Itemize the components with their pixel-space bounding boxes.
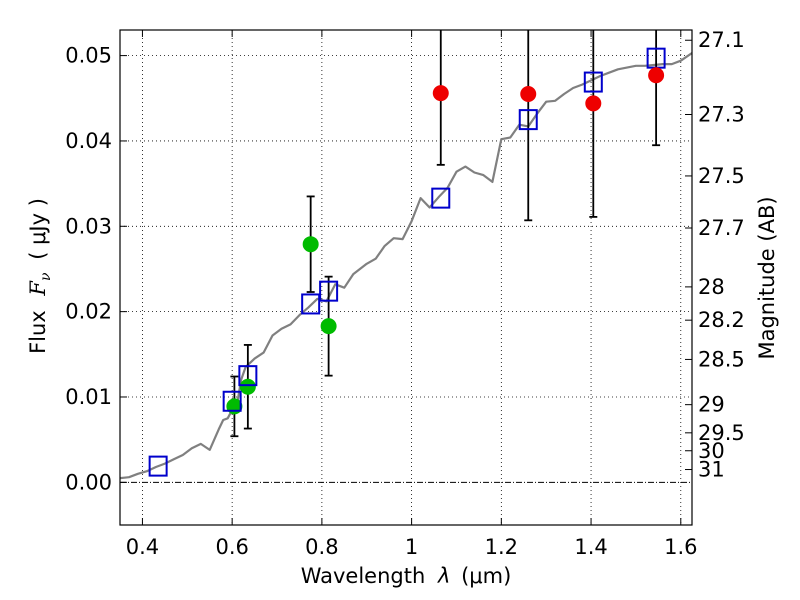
x-tick-label: 0.8 — [305, 535, 338, 559]
y-tick-label: 0.02 — [65, 300, 112, 324]
observed-nir-point — [585, 95, 602, 112]
x-tick-label: 0.6 — [215, 535, 248, 559]
x-tick-label: 1 — [405, 535, 418, 559]
observed-optical-point — [302, 236, 319, 253]
y-tick-label: 0.03 — [65, 214, 112, 238]
magnitude-tick-label: 30 — [698, 439, 725, 463]
magnitude-tick-label: 29.5 — [698, 421, 745, 445]
tick-labels: 0.4 0.6 0.8 1 1.2 1.4 1.6 0.00 0.01 0.02 0.03 0.04 0… — [65, 28, 745, 559]
magnitude-tick-label: 28.2 — [698, 308, 745, 332]
model-spectrum-line — [120, 52, 692, 480]
observed-optical-point — [239, 378, 256, 395]
grid-lines — [120, 30, 692, 525]
magnitude-tick-label: 29 — [698, 393, 725, 417]
model-photometry-square — [238, 365, 258, 387]
y-tick-label: 0.04 — [65, 129, 112, 153]
magnitude-tick-label: 27.3 — [698, 102, 745, 126]
model-photometry-square — [319, 280, 339, 302]
y-tick-label: 0.00 — [65, 470, 112, 494]
y-tick-label: 0.05 — [65, 44, 112, 68]
model-photometry-square — [222, 390, 242, 412]
magnitude-tick-label: 27.7 — [698, 216, 745, 240]
x-tick-label: 0.4 — [126, 535, 159, 559]
x-axis-label: Wavelength λ (μm) — [301, 564, 512, 588]
observed-nir-point — [648, 67, 665, 84]
x-tick-label: 1.6 — [664, 535, 697, 559]
x-tick-label: 1.4 — [574, 535, 607, 559]
model-photometry-square — [148, 455, 168, 477]
plot-frame — [119, 29, 693, 526]
observed-optical-point — [320, 318, 337, 335]
model-photometry-square — [301, 293, 321, 315]
observed-nir-point — [520, 86, 537, 103]
model-photometry-square — [431, 187, 451, 209]
magnitude-tick-label: 31 — [698, 458, 725, 482]
y-axis-label: Flux Fν ( μJy ) — [26, 198, 55, 354]
observed-nir-point — [432, 85, 449, 102]
magnitude-tick-label: 28.5 — [698, 347, 745, 371]
model-photometry-square — [518, 109, 538, 131]
right-axis-label: Magnitude (AB) — [755, 196, 779, 359]
magnitude-tick-label: 27.1 — [698, 28, 745, 52]
magnitude-tick-label: 28 — [698, 275, 725, 299]
plot-area — [120, 30, 692, 480]
model-photometry-square — [583, 71, 603, 93]
axis-ticks — [120, 30, 692, 525]
x-tick-label: 1.2 — [485, 535, 518, 559]
y-tick-label: 0.01 — [65, 385, 112, 409]
magnitude-tick-label: 27.5 — [698, 164, 745, 188]
